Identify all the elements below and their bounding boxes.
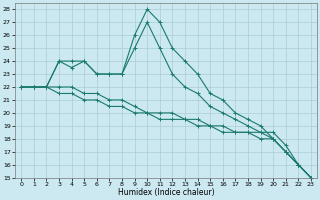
X-axis label: Humidex (Indice chaleur): Humidex (Indice chaleur) <box>118 188 214 197</box>
